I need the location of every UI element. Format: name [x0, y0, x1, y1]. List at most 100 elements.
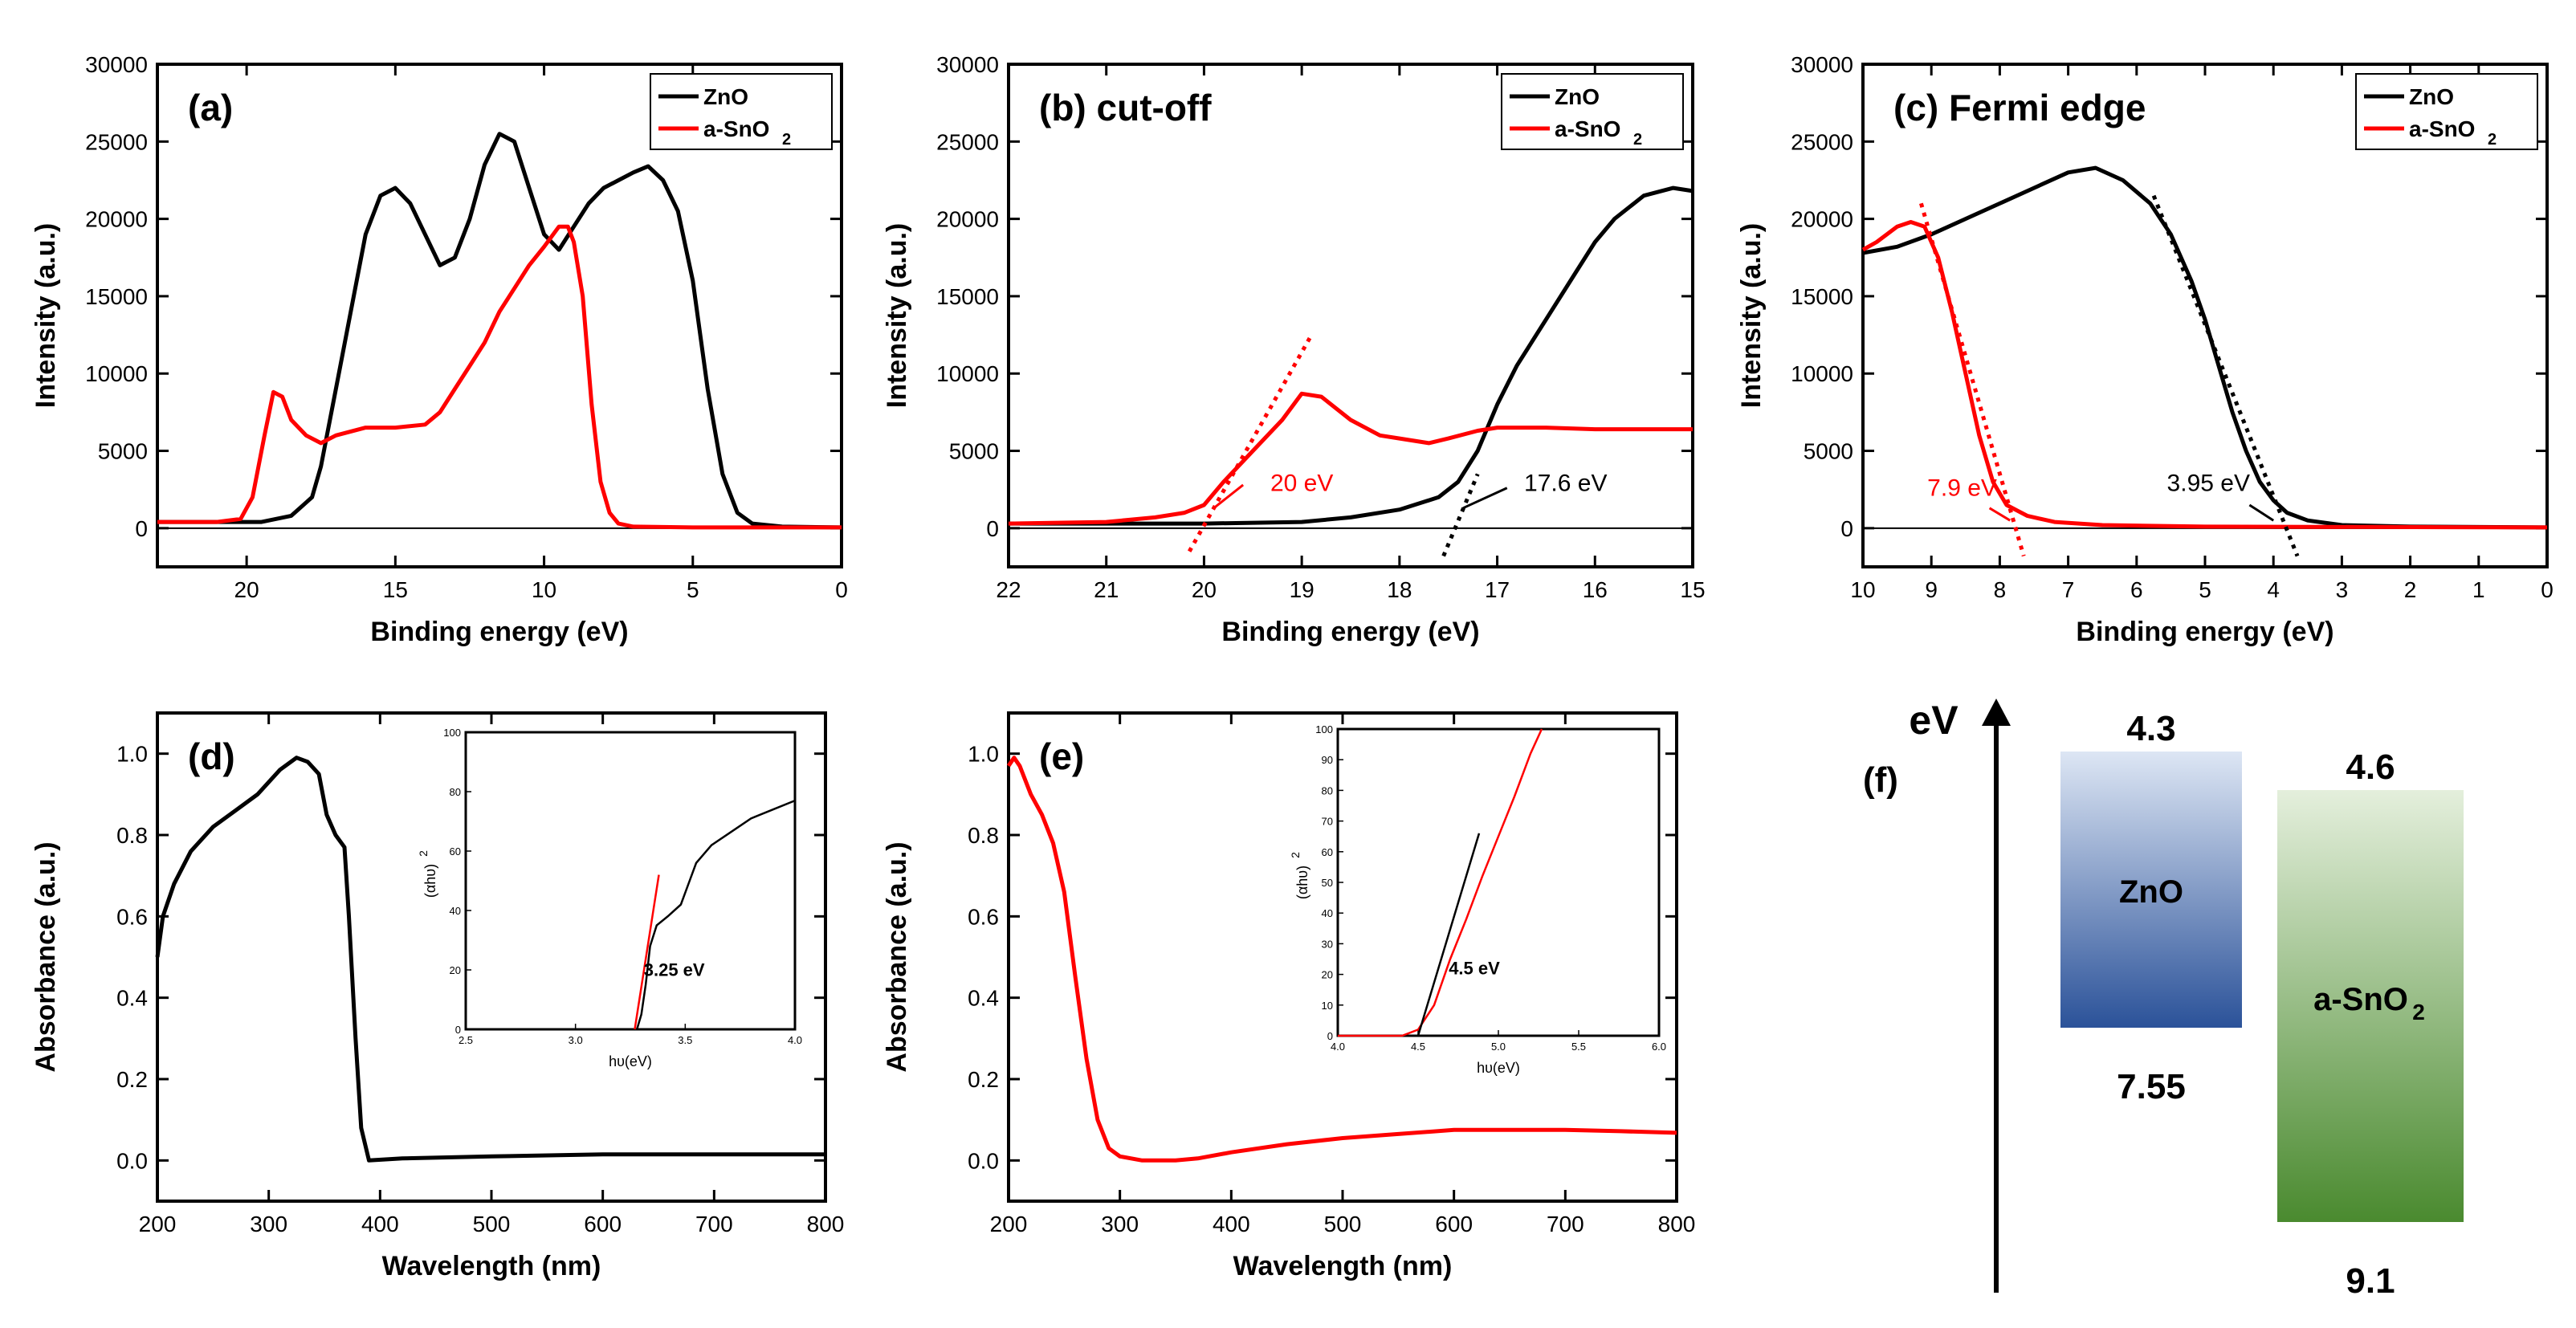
- inset-x-tick-label: 3.0: [569, 1034, 583, 1046]
- x-tick-label: 200: [139, 1212, 177, 1236]
- band-material-name: ZnO: [2119, 874, 2183, 910]
- annotation-fermi-snO2: 7.9 eV: [1927, 475, 1997, 501]
- x-tick-label: 10: [532, 577, 556, 602]
- x-tick-label: 9: [1925, 577, 1938, 602]
- annotation-cutoff-zno: 17.6 eV: [1524, 471, 1607, 497]
- inset-x-axis-label: hυ(eV): [609, 1053, 652, 1069]
- y-tick-label: 15000: [1791, 284, 1853, 309]
- x-tick-label: 16: [1583, 577, 1608, 602]
- y-tick-label: 30000: [1791, 52, 1853, 77]
- series-line-a-SnO2: [1861, 220, 2548, 530]
- series-line-a-SnO2: [1008, 391, 1693, 526]
- fermi-extrapolation-zno: [2151, 194, 2300, 557]
- y-tick-label: 0.0: [968, 1148, 999, 1173]
- inset-y-tick-label: 0: [455, 1024, 461, 1036]
- inset-x-tick-label: 2.5: [459, 1034, 473, 1046]
- x-tick-label: 3: [2336, 577, 2349, 602]
- y-tick-label: 0: [135, 516, 148, 541]
- legend-label-zno: ZnO: [703, 84, 748, 109]
- y-tick-label: 5000: [1804, 439, 1853, 464]
- y-tick-label: 0.8: [116, 823, 148, 848]
- extrapolation-line-snO2: [1187, 333, 1314, 552]
- plot-frame: [1007, 63, 1694, 568]
- annotation-arrow-fermi-zno: [2248, 503, 2275, 522]
- legend-label-zno: ZnO: [1555, 84, 1600, 109]
- band-material-name-subscript: 2: [2412, 1000, 2425, 1025]
- annotation-arrow-fermi-snO2: [1988, 507, 2011, 522]
- panel-label: (a): [188, 87, 233, 128]
- x-tick-label: 400: [1213, 1212, 1250, 1236]
- inset-x-tick-label: 4.5: [1411, 1041, 1425, 1053]
- band-block-1: [2277, 790, 2464, 1222]
- fermi-extrapolation-snO2: [1919, 202, 2026, 557]
- x-tick-label: 800: [807, 1212, 845, 1236]
- x-tick-label: 20: [234, 577, 259, 602]
- x-tick-label: 19: [1290, 577, 1314, 602]
- inset-3: 0 20 40 60 80 100 2.5 3.0 3.5 4.0 hυ(eV) (αhυ) 2 3.25…: [417, 727, 802, 1069]
- band-top-energy: 4.6: [2346, 748, 2395, 787]
- x-tick-label: 0: [835, 577, 848, 602]
- x-tick-label: 300: [1101, 1212, 1139, 1236]
- inset-4: 0 10 20 30 40 50 60 70 80 90 100 4.0 4.5 5.0 5.5 6.0 hυ(…: [1289, 723, 1666, 1076]
- y-tick-label: 0: [986, 516, 999, 541]
- x-tick-label: 700: [695, 1212, 733, 1236]
- panel-1: 0 5000 10000 15000 20000 25000 30000 22 21 20 19 18…: [882, 52, 1706, 647]
- x-axis-label: Wavelength (nm): [382, 1251, 601, 1281]
- panel-label: (c) Fermi edge: [1893, 87, 2146, 128]
- y-tick-label: 25000: [936, 129, 999, 154]
- panel-label: (d): [188, 735, 235, 777]
- annotation-arrow-zno: [1462, 487, 1508, 510]
- legend-box: [650, 73, 833, 150]
- band-bottom-energy: 9.1: [2346, 1261, 2395, 1301]
- legend-label-snO2-subscript: 2: [1633, 131, 1642, 149]
- legend-label-snO2-subscript: 2: [2488, 131, 2497, 149]
- inset-y-tick-label: 40: [450, 905, 461, 917]
- inset-x-tick-label: 4.0: [1331, 1041, 1345, 1053]
- annotation-fermi-zno: 3.95 eV: [2167, 471, 2250, 497]
- inset-y-tick-label: 20: [450, 964, 461, 976]
- x-tick-label: 22: [996, 577, 1021, 602]
- energy-axis-label: eV: [1909, 698, 1958, 743]
- inset-x-axis-label: hυ(eV): [1477, 1060, 1520, 1076]
- band-top-energy: 4.3: [2126, 709, 2175, 748]
- x-tick-label: 8: [1994, 577, 2007, 602]
- x-axis-label: Binding energy (eV): [2076, 617, 2333, 647]
- x-tick-label: 800: [1658, 1212, 1696, 1236]
- y-tick-label: 0.4: [116, 986, 148, 1011]
- x-tick-label: 500: [1324, 1212, 1362, 1236]
- inset-frame: [1336, 727, 1661, 1037]
- x-tick-label: 21: [1094, 577, 1119, 602]
- series-line-ZnO: [157, 132, 842, 530]
- annotation-arrow-snO2: [1213, 483, 1245, 509]
- inset-frame: [464, 731, 797, 1031]
- inset-bandgap-annotation: 4.5 eV: [1449, 959, 1500, 979]
- x-tick-label: 600: [584, 1212, 622, 1236]
- x-tick-label: 500: [473, 1212, 511, 1236]
- y-tick-label: 0.6: [968, 904, 999, 929]
- inset-y-axis-label: (αhυ): [1294, 866, 1310, 899]
- y-tick-label: 20000: [1791, 207, 1853, 232]
- inset-y-axis-label-superscript: 2: [417, 850, 430, 857]
- y-tick-label: 20000: [936, 207, 999, 232]
- x-tick-label: 17: [1485, 577, 1510, 602]
- band-bottom-energy: 7.55: [2117, 1067, 2186, 1106]
- x-tick-label: 700: [1547, 1212, 1584, 1236]
- y-tick-label: 10000: [936, 361, 999, 386]
- y-tick-label: 1.0: [968, 742, 999, 767]
- x-tick-label: 200: [990, 1212, 1028, 1236]
- legend-label-snO2-subscript: 2: [782, 131, 791, 149]
- x-tick-label: 600: [1435, 1212, 1473, 1236]
- x-tick-label: 10: [1850, 577, 1875, 602]
- inset-y-tick-label: 80: [1322, 784, 1333, 796]
- y-tick-label: 0.2: [116, 1067, 148, 1092]
- band-diagram: (f) eV 4.3 7.55 ZnO 4.6 9.1 a-SnO 2: [1863, 698, 2464, 1301]
- inset-y-axis-label-superscript: 2: [1289, 852, 1302, 858]
- inset-x-tick-label: 5.5: [1571, 1041, 1586, 1053]
- series-line-a-SnO2: [157, 224, 842, 530]
- plot-frame: [156, 63, 843, 568]
- inset-y-tick-label: 40: [1322, 907, 1333, 919]
- extrapolation-line-zno: [1441, 473, 1480, 557]
- y-tick-label: 0.6: [116, 904, 148, 929]
- inset-x-tick-label: 5.0: [1491, 1041, 1506, 1053]
